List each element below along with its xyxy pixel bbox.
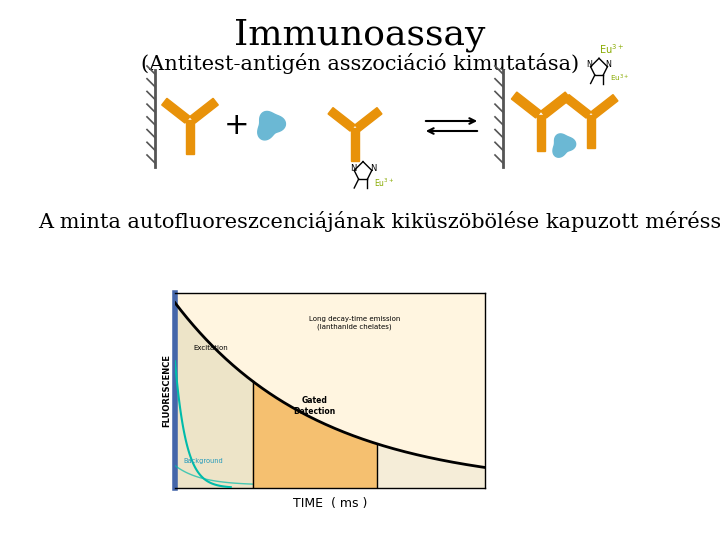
Polygon shape xyxy=(541,92,571,118)
Text: N: N xyxy=(350,164,356,173)
Polygon shape xyxy=(591,94,618,118)
Polygon shape xyxy=(162,98,190,123)
Text: +: + xyxy=(224,111,250,139)
Polygon shape xyxy=(328,107,355,131)
Polygon shape xyxy=(190,98,218,123)
Polygon shape xyxy=(355,107,382,131)
Text: Eu$^{3+}$: Eu$^{3+}$ xyxy=(374,176,394,188)
Y-axis label: FLUORESCENCE: FLUORESCENCE xyxy=(162,354,171,427)
Text: Excitation: Excitation xyxy=(193,345,228,350)
Text: N: N xyxy=(606,60,611,69)
Polygon shape xyxy=(564,94,591,118)
Text: Eu$^{3+}$: Eu$^{3+}$ xyxy=(610,72,629,84)
Text: Eu$^{3+}$: Eu$^{3+}$ xyxy=(598,42,624,56)
Polygon shape xyxy=(587,115,595,148)
Text: Immunoassay: Immunoassay xyxy=(234,18,486,52)
Text: N: N xyxy=(587,60,593,69)
Polygon shape xyxy=(536,114,546,151)
Text: A minta autofluoreszcenciájának kiküszöbölése kapuzott méréssel: A minta autofluoreszcenciájának kiküszöb… xyxy=(38,212,720,233)
Polygon shape xyxy=(553,134,576,157)
Polygon shape xyxy=(258,111,285,140)
Polygon shape xyxy=(186,120,194,154)
Text: (Antitest-antigén asszociáció kimutatása): (Antitest-antigén asszociáció kimutatása… xyxy=(141,53,579,75)
Text: Background: Background xyxy=(183,458,222,464)
Polygon shape xyxy=(511,92,541,118)
Text: Gated
Detection: Gated Detection xyxy=(293,396,336,416)
Text: Long decay-time emission
(lanthanide chelates): Long decay-time emission (lanthanide che… xyxy=(309,316,400,330)
Text: TIME  ( ms ): TIME ( ms ) xyxy=(293,497,367,510)
Text: N: N xyxy=(369,164,376,173)
Polygon shape xyxy=(351,128,359,161)
